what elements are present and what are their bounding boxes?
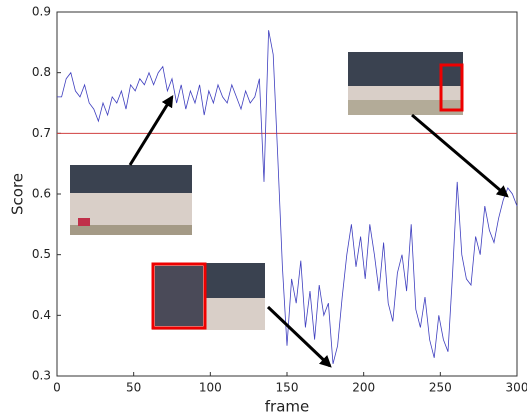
x-tick-label: 150 xyxy=(276,381,299,395)
inset-image xyxy=(348,52,464,115)
x-tick-label: 50 xyxy=(126,381,141,395)
x-tick-label: 200 xyxy=(352,381,375,395)
inset-image xyxy=(70,165,192,235)
x-axis-label: frame xyxy=(265,398,309,416)
arrows xyxy=(128,94,509,368)
x-tick-label: 300 xyxy=(506,381,527,395)
y-tick-label: 0.6 xyxy=(32,187,51,201)
x-tick-label: 0 xyxy=(53,381,61,395)
inset-images xyxy=(70,52,464,330)
y-tick-label: 0.8 xyxy=(32,65,51,79)
x-tick-label: 100 xyxy=(199,381,222,395)
inset-image xyxy=(151,262,265,330)
y-tick-label: 0.5 xyxy=(32,247,51,261)
x-tick-label: 250 xyxy=(429,381,452,395)
y-tick-label: 0.3 xyxy=(32,369,51,383)
y-tick-label: 0.7 xyxy=(32,126,51,140)
y-tick-label: 0.4 xyxy=(32,308,51,322)
y-axis-label: Score xyxy=(9,173,27,215)
line-series xyxy=(57,30,518,364)
y-tick-label: 0.9 xyxy=(32,5,51,19)
